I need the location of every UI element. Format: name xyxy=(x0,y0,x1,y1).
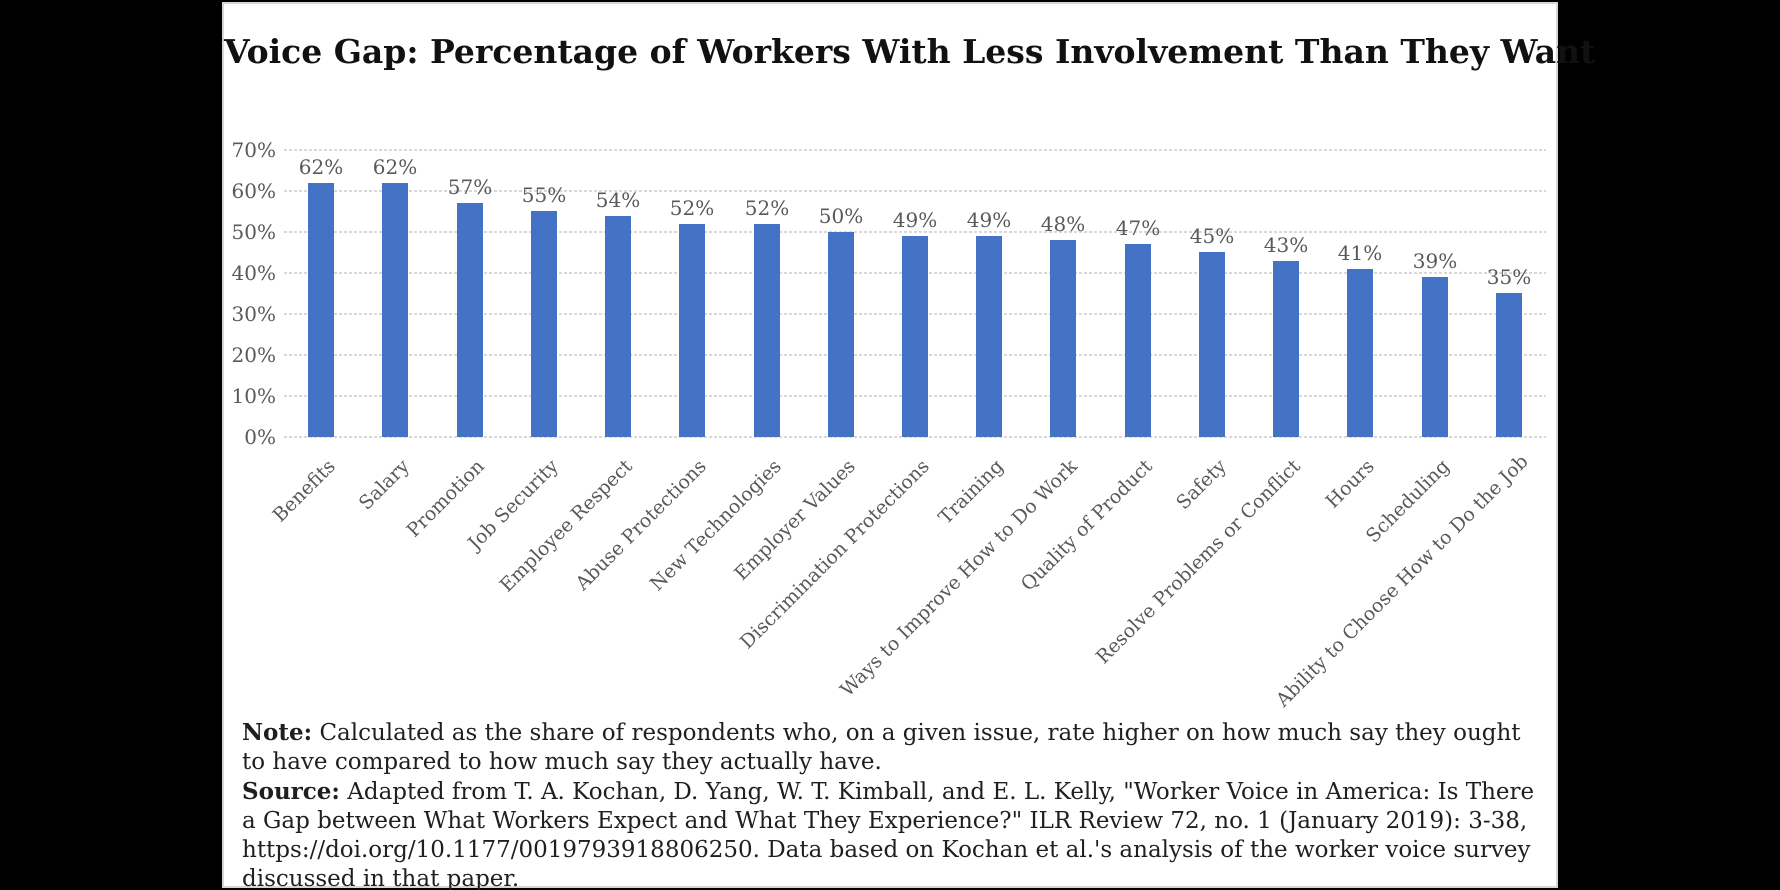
bar-value-label: 62% xyxy=(372,155,418,179)
bar-chart: 70% 60% 50% 40% 30% 20% 10% 0% 62% Benefits 62% Sal… xyxy=(224,4,1556,714)
y-axis-tick-label: 50% xyxy=(231,220,276,244)
bar-value-label: 49% xyxy=(966,208,1012,232)
bar xyxy=(1050,240,1076,437)
bar-value-label: 55% xyxy=(521,183,567,207)
bar-value-label: 43% xyxy=(1263,233,1309,257)
bar xyxy=(382,183,408,437)
note-label: Note: xyxy=(242,719,313,746)
bar-value-label: 54% xyxy=(595,188,641,212)
bar xyxy=(1273,261,1299,437)
bar xyxy=(531,211,557,437)
bar xyxy=(754,224,780,437)
bar-value-label: 47% xyxy=(1115,216,1161,240)
bar-value-label: 45% xyxy=(1189,224,1235,248)
y-axis-tick-label: 30% xyxy=(231,302,276,326)
y-axis-tick-label: 10% xyxy=(231,384,276,408)
note-paragraph: Note: Calculated as the share of respond… xyxy=(242,718,1538,777)
bar xyxy=(902,236,928,437)
bar-value-label: 62% xyxy=(298,155,344,179)
y-axis-tick-label: 20% xyxy=(231,343,276,367)
x-axis-category-label: Benefits xyxy=(268,455,340,527)
bar-value-label: 52% xyxy=(669,196,715,220)
bar xyxy=(308,183,334,437)
bar-value-label: 50% xyxy=(818,204,864,228)
y-axis-tick-label: 70% xyxy=(231,138,276,162)
source-label: Source: xyxy=(242,778,340,805)
bar-value-label: 57% xyxy=(447,175,493,199)
bar xyxy=(1496,293,1522,437)
bar-value-label: 52% xyxy=(744,196,790,220)
y-axis-tick-label: 60% xyxy=(231,179,276,203)
bar-value-label: 48% xyxy=(1040,212,1086,236)
gridline xyxy=(284,231,1546,233)
chart-title: Voice Gap: Percentage of Workers With Le… xyxy=(224,32,1596,71)
figure-notes: Note: Calculated as the share of respond… xyxy=(242,718,1538,890)
source-paragraph: Source: Adapted from T. A. Kochan, D. Ya… xyxy=(242,777,1538,890)
bar xyxy=(1199,252,1225,437)
source-text: Adapted from T. A. Kochan, D. Yang, W. T… xyxy=(242,779,1535,890)
figure-card: Voice Gap: Percentage of Workers With Le… xyxy=(222,2,1596,890)
bar xyxy=(976,236,1002,437)
bar-value-label: 39% xyxy=(1412,249,1458,273)
gridline xyxy=(284,190,1546,192)
bar xyxy=(828,232,854,437)
bar-value-label: 35% xyxy=(1486,265,1532,289)
gridline xyxy=(284,149,1546,151)
gridline xyxy=(284,436,1546,438)
bar xyxy=(679,224,705,437)
bar-value-label: 49% xyxy=(892,208,938,232)
bar xyxy=(605,216,631,437)
bar xyxy=(1422,277,1448,437)
bar xyxy=(457,203,483,437)
bar-value-label: 41% xyxy=(1337,241,1383,265)
y-axis-tick-label: 40% xyxy=(231,261,276,285)
y-axis-tick-label: 0% xyxy=(244,425,276,449)
note-text: Calculated as the share of respondents w… xyxy=(242,720,1521,775)
bar xyxy=(1347,269,1373,437)
bar xyxy=(1125,244,1151,437)
